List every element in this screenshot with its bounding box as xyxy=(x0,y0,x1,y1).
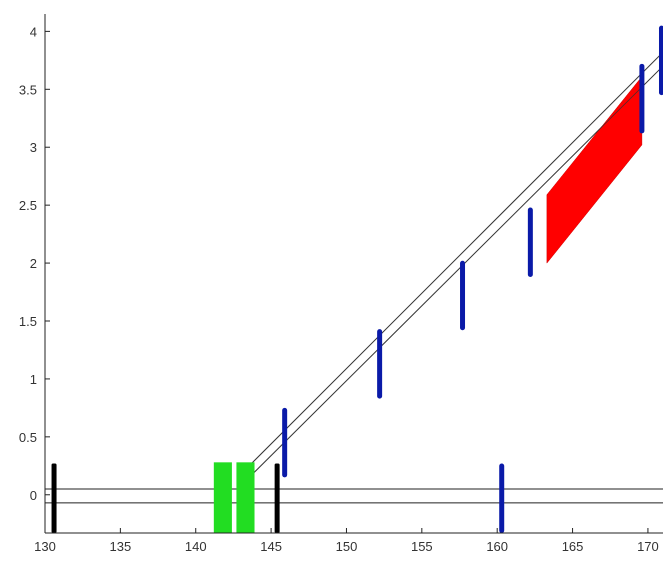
y-tick-label-3: 3 xyxy=(30,140,37,155)
y-tick-label-0.5: 0.5 xyxy=(19,430,37,445)
blue-marker-7 xyxy=(499,463,505,533)
black-marker-1 xyxy=(51,463,57,533)
axes-layer xyxy=(44,14,663,534)
x-tick-label-155: 155 xyxy=(411,539,433,554)
shapes-layer xyxy=(51,25,663,533)
y-tick-label-0: 0 xyxy=(30,488,37,503)
x-tick-label-160: 160 xyxy=(486,539,508,554)
blue-marker-2 xyxy=(377,329,383,399)
black-marker-2 xyxy=(274,463,280,533)
beam-lines-layer xyxy=(251,51,663,476)
y-tick-label-4: 4 xyxy=(30,24,37,39)
x-tick-label-135: 135 xyxy=(110,539,132,554)
blue-marker-3 xyxy=(460,260,466,331)
y-tick-label-1: 1 xyxy=(30,372,37,387)
blue-marker-5 xyxy=(639,63,645,134)
ticks-layer: 130 135 140 145 150 155 160 165 170 0 0.5 1 1.5 2 2.5 3… xyxy=(19,24,659,554)
beam-line-overlay-2 xyxy=(251,65,663,476)
beam-line-overlay-1 xyxy=(251,51,663,464)
blue-marker-4 xyxy=(527,207,533,277)
x-tick-label-130: 130 xyxy=(34,539,56,554)
red-element xyxy=(546,75,643,264)
y-tick-label-1.5: 1.5 xyxy=(19,314,37,329)
blue-marker-1 xyxy=(282,407,288,478)
y-tick-label-3.5: 3.5 xyxy=(19,82,37,97)
x-tick-label-150: 150 xyxy=(336,539,358,554)
y-tick-label-2.5: 2.5 xyxy=(19,198,37,213)
x-tick-label-140: 140 xyxy=(185,539,207,554)
x-tick-label-145: 145 xyxy=(260,539,282,554)
blue-marker-6 xyxy=(658,25,663,96)
horizontal-lines-layer xyxy=(45,488,663,504)
green-block-1 xyxy=(213,462,232,533)
x-tick-label-165: 165 xyxy=(562,539,584,554)
x-tick-label-170: 170 xyxy=(637,539,659,554)
y-tick-label-2: 2 xyxy=(30,256,37,271)
green-block-2 xyxy=(236,462,255,533)
